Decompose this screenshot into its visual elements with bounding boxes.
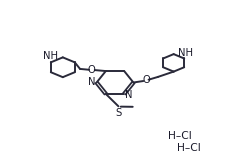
Text: NH: NH xyxy=(43,51,58,61)
Text: H–Cl: H–Cl xyxy=(176,143,200,153)
Text: H–Cl: H–Cl xyxy=(167,131,191,141)
Text: S: S xyxy=(115,108,121,118)
Text: N: N xyxy=(124,90,131,100)
Text: O: O xyxy=(87,65,95,75)
Text: N: N xyxy=(87,77,95,87)
Text: O: O xyxy=(142,75,149,85)
Text: NH: NH xyxy=(177,48,192,58)
